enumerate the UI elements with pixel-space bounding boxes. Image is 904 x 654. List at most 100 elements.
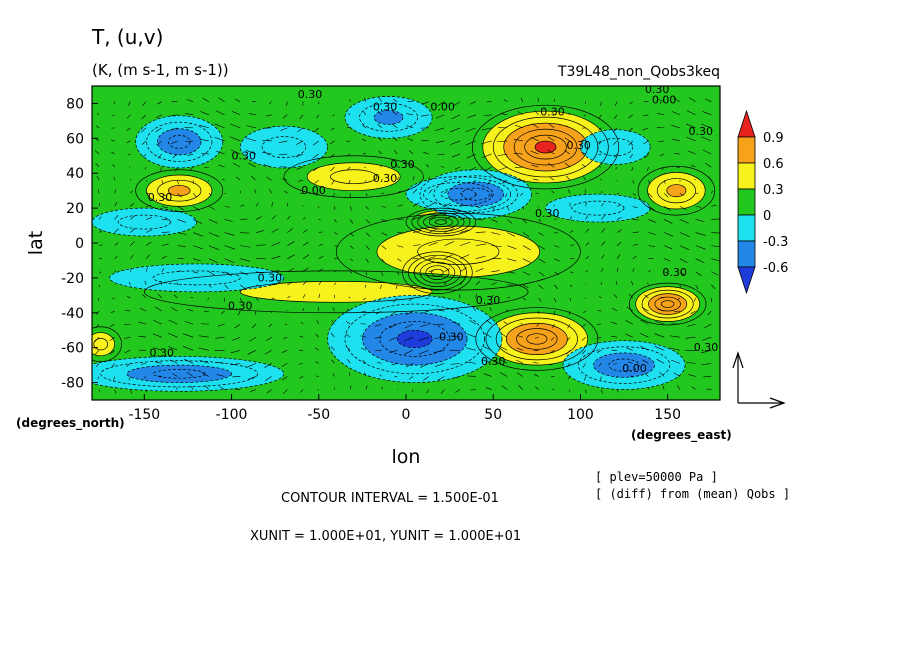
wind-vector bbox=[568, 310, 571, 315]
y-tick-label: 20 bbox=[66, 201, 84, 217]
wind-vector bbox=[647, 282, 649, 285]
wind-vector bbox=[518, 335, 523, 338]
contour-line bbox=[126, 364, 232, 383]
wind-vector bbox=[224, 232, 235, 236]
wind-vector bbox=[232, 336, 241, 341]
wind-vector bbox=[411, 162, 414, 168]
wind-vector bbox=[444, 254, 453, 259]
wind-vector bbox=[264, 363, 272, 368]
wind-vector bbox=[208, 284, 212, 288]
wind-vector bbox=[533, 362, 539, 364]
wind-vector bbox=[554, 232, 559, 234]
wind-vector bbox=[601, 241, 606, 246]
x-unit-label: (degrees_east) bbox=[631, 428, 732, 443]
y-tick-label: 60 bbox=[66, 131, 84, 147]
wind-vector bbox=[247, 162, 257, 168]
wind-vector bbox=[657, 140, 665, 143]
wind-vector bbox=[581, 139, 586, 142]
wind-vector bbox=[255, 297, 259, 302]
wind-vector bbox=[187, 153, 194, 157]
wind-vector bbox=[567, 113, 571, 116]
wind-vector bbox=[202, 97, 210, 102]
wind-vector bbox=[506, 206, 510, 211]
wind-vector bbox=[455, 307, 461, 312]
wind-vector bbox=[302, 254, 310, 259]
wind-vector bbox=[98, 271, 102, 274]
wind-vector bbox=[348, 113, 351, 116]
wind-vector bbox=[347, 359, 351, 364]
wind-vector bbox=[648, 193, 653, 198]
wind-vector bbox=[569, 230, 574, 233]
wind-vector bbox=[280, 127, 288, 131]
wind-vector bbox=[600, 178, 602, 181]
wind-vector bbox=[412, 389, 414, 392]
wind-vector bbox=[517, 179, 523, 182]
contour-line bbox=[577, 346, 671, 384]
wind-vector bbox=[153, 319, 162, 325]
wind-vector bbox=[114, 202, 118, 207]
wind-vector bbox=[688, 374, 696, 377]
wind-vector bbox=[616, 267, 619, 272]
wind-vector bbox=[126, 295, 131, 299]
wind-vector bbox=[707, 310, 712, 316]
wind-vector bbox=[346, 140, 351, 143]
wind-vector bbox=[334, 245, 339, 247]
wind-vector bbox=[234, 323, 241, 329]
colorbar-bottom-arrow bbox=[737, 266, 756, 295]
contour-line bbox=[93, 338, 109, 351]
wind-vector bbox=[161, 193, 166, 197]
wind-vector bbox=[632, 255, 637, 259]
wind-vector bbox=[491, 232, 501, 235]
wind-vector bbox=[585, 202, 587, 207]
wind-vector bbox=[507, 245, 517, 250]
wind-vector bbox=[695, 232, 706, 236]
wind-vector bbox=[283, 336, 288, 339]
wind-vector bbox=[695, 219, 705, 222]
wind-vector bbox=[365, 206, 369, 210]
contour-label: 0.30 bbox=[148, 191, 173, 204]
vector-reference-arrow bbox=[732, 351, 786, 409]
wind-vector bbox=[569, 297, 571, 302]
wind-vector bbox=[490, 193, 492, 198]
wind-vector bbox=[450, 127, 461, 133]
wind-vector bbox=[299, 335, 304, 338]
wind-vector bbox=[408, 376, 414, 380]
wind-vector bbox=[331, 180, 335, 185]
wind-vector bbox=[646, 167, 649, 172]
wind-vector bbox=[412, 271, 416, 274]
wind-vector bbox=[124, 350, 131, 353]
wind-vector bbox=[465, 347, 476, 351]
contour-line bbox=[647, 172, 706, 210]
y-unit-label: (degrees_north) bbox=[16, 416, 125, 431]
wind-vector bbox=[513, 138, 523, 142]
wind-vector bbox=[404, 323, 414, 329]
wind-vector bbox=[170, 307, 178, 312]
wind-vector bbox=[130, 241, 135, 246]
wind-vector bbox=[250, 389, 257, 392]
wind-vector bbox=[497, 153, 508, 157]
wind-vector bbox=[141, 140, 147, 145]
contour-line bbox=[545, 193, 651, 223]
plot-area: 0.300.30 0.00 0.300.300.000.300.300.300.30… bbox=[92, 86, 720, 400]
anomaly-region bbox=[475, 307, 598, 371]
wind-vector bbox=[287, 295, 291, 299]
wind-vector bbox=[364, 97, 367, 102]
wind-vector bbox=[585, 256, 590, 259]
wind-vector bbox=[671, 124, 680, 129]
wind-vector bbox=[130, 190, 133, 194]
wind-vector bbox=[611, 307, 618, 312]
wind-vector bbox=[262, 151, 272, 155]
wind-vector bbox=[215, 336, 225, 339]
wind-vector bbox=[679, 193, 684, 196]
wind-vector bbox=[239, 297, 243, 303]
wind-vector bbox=[428, 270, 433, 273]
wind-vector bbox=[393, 98, 398, 102]
wind-vector bbox=[673, 310, 680, 313]
wind-vector bbox=[552, 388, 555, 390]
wind-vector bbox=[531, 164, 539, 168]
contour-line bbox=[571, 200, 625, 216]
wind-vector bbox=[363, 111, 367, 115]
wind-vector bbox=[648, 219, 656, 223]
contour-line bbox=[405, 176, 512, 212]
wind-vector bbox=[435, 114, 445, 119]
